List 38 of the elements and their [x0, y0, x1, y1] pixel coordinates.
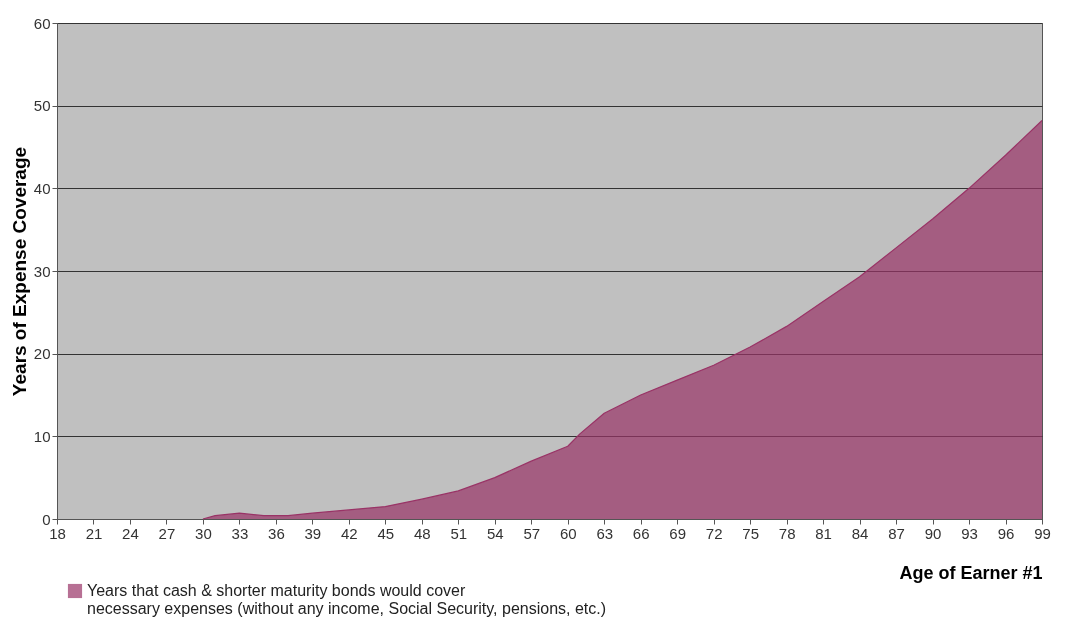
x-tick-label: 84	[851, 524, 869, 542]
x-tick-label: 66	[632, 524, 650, 542]
x-tick-label: 36	[268, 524, 285, 542]
x-tick-label: 93	[961, 524, 978, 542]
x-tick-label: 57	[523, 524, 541, 542]
x-tick-label: 27	[158, 524, 176, 542]
x-tick-label: 51	[450, 524, 468, 542]
y-tick-label: 20	[33, 345, 51, 363]
x-tick-label: 33	[231, 524, 249, 542]
x-tick-label: 54	[486, 524, 504, 542]
x-axis-title: Age of Earner #1	[899, 562, 1043, 583]
x-tick-label: 18	[49, 524, 66, 542]
x-tick-label: 24	[122, 524, 139, 542]
x-tick-label: 96	[997, 524, 1015, 542]
x-tick-label: 69	[669, 524, 687, 542]
x-tick-label: 78	[778, 524, 796, 542]
x-tick-label: 75	[742, 524, 759, 542]
legend-label: Years that cash & shorter maturity bonds would cover necessary expenses (without any income, Social Security, pensions, etc.)	[87, 582, 607, 617]
x-tick-label: 39	[304, 524, 322, 542]
x-tick-label: 45	[377, 524, 395, 542]
x-tick-label: 90	[924, 524, 942, 542]
x-tick-label: 87	[888, 524, 905, 542]
y-tick-label: 10	[33, 427, 51, 445]
x-tick-label: 48	[413, 524, 431, 542]
x-tick-label: 99	[1034, 524, 1051, 542]
x-tick-label: 42	[341, 524, 358, 542]
x-tick-label: 21	[85, 524, 103, 542]
x-tick-label: 60	[559, 524, 577, 542]
y-tick-label: 0	[42, 510, 51, 528]
x-tick-label: 63	[596, 524, 614, 542]
y-axis-title: Years of Expense Coverage	[8, 146, 30, 397]
y-tick-label: 40	[33, 179, 51, 197]
y-tick-label: 50	[33, 97, 51, 115]
x-tick-label: 30	[195, 524, 212, 542]
x-tick-label: 81	[815, 524, 832, 542]
y-tick-label: 30	[33, 262, 51, 280]
y-tick-label: 60	[33, 14, 51, 32]
x-tick-label: 72	[705, 524, 723, 542]
